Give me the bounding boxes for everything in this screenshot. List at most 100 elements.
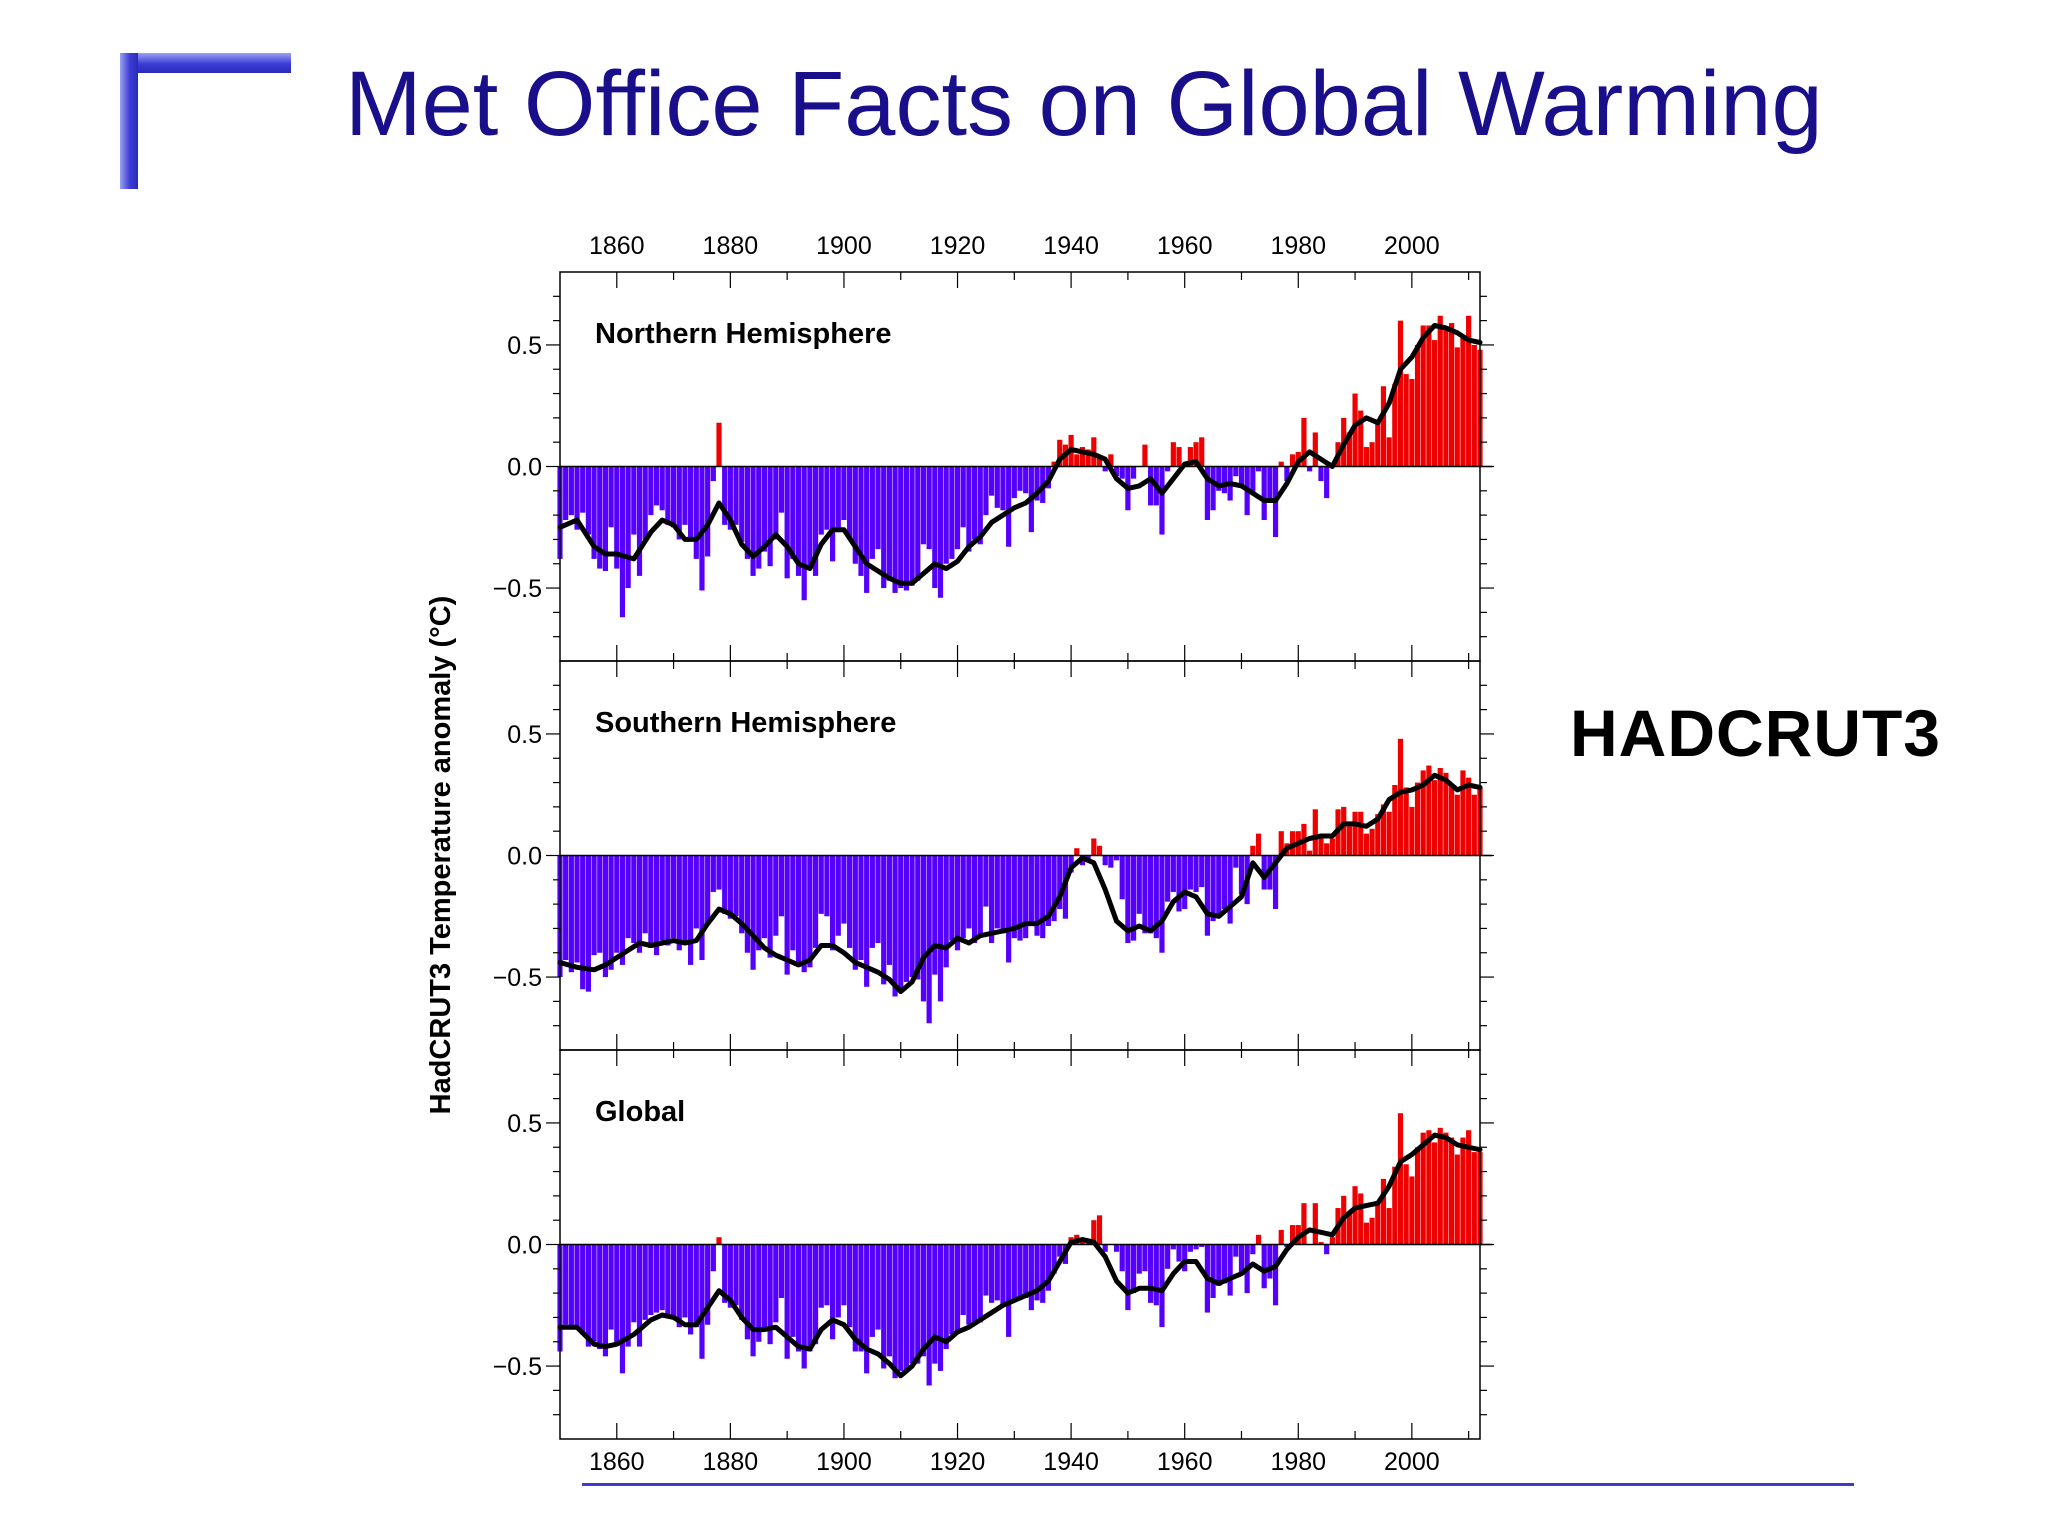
anomaly-bar [602,466,609,572]
anomaly-bar [1193,855,1199,892]
anomaly-bar [1307,466,1313,472]
anomaly-bar [665,855,671,946]
anomaly-bar [898,466,904,589]
anomaly-bar [1034,855,1040,936]
anomaly-bar [1170,442,1176,467]
anomaly-bar [767,466,773,567]
anomaly-bar [659,466,665,511]
anomaly-bar [1130,855,1137,941]
anomaly-bar [1102,466,1108,472]
anomaly-bar [568,1244,574,1328]
anomaly-bar [892,1244,898,1379]
anomaly-bar [1017,855,1023,941]
anomaly-bar [801,466,807,601]
anomaly-bar [778,1244,785,1298]
anomaly-bar [784,466,790,579]
anomaly-bar [858,1244,864,1352]
anomaly-bar [835,855,841,936]
slide-title: Met Office Facts on Global Warming [345,53,1823,155]
anomaly-bar [1261,855,1267,890]
anomaly-bar [727,855,733,919]
anomaly-bar [1210,855,1216,922]
anomaly-bar [1176,1244,1182,1262]
anomaly-bar [744,466,750,559]
anomaly-bar [835,1244,841,1318]
anomaly-bar [1318,1242,1324,1245]
x-tick-label-top: 1900 [816,232,872,260]
anomaly-bar [1091,838,1097,856]
anomaly-bar [1346,826,1352,856]
anomaly-bar [1397,1113,1404,1245]
anomaly-bar [653,466,660,506]
anomaly-bar [1278,461,1284,467]
anomaly-bar [1204,855,1210,936]
anomaly-bar [574,466,580,530]
anomaly-bar [1159,466,1165,535]
anomaly-bar [1006,1244,1012,1337]
anomaly-bar [932,855,938,975]
anomaly-bar [920,855,927,1002]
anomaly-bar [1204,466,1210,520]
anomaly-bar [670,1244,677,1318]
anomaly-bar [1199,855,1205,888]
anomaly-bar [1460,1137,1466,1245]
anomaly-bar [642,855,648,934]
anomaly-bar [1369,442,1375,467]
anomaly-bar [1130,1244,1137,1294]
x-tick-label-top: 1880 [703,232,759,260]
anomaly-bar [756,855,762,951]
anomaly-bar [1187,447,1193,467]
anomaly-bar [563,1244,569,1325]
anomaly-bar [1454,347,1460,467]
anomaly-bar [1386,811,1392,856]
anomaly-bar [1267,1244,1273,1279]
anomaly-bar [1261,466,1267,520]
anomaly-bar [1324,1244,1330,1255]
anomaly-bar [1318,838,1324,856]
anomaly-bar [1414,344,1421,467]
anomaly-bar [1221,466,1228,494]
anomaly-bar [937,855,944,1002]
anomaly-bar [1068,855,1074,873]
anomaly-bar [983,855,989,907]
anomaly-bar [1079,447,1086,467]
anomaly-bar [1165,855,1171,902]
anomaly-bar [847,1244,853,1328]
anomaly-bar [1227,1244,1233,1296]
anomaly-bar [1420,1132,1426,1245]
anomaly-bar [903,466,910,591]
anomaly-bar [1142,855,1148,934]
anomaly-bar [1199,437,1205,467]
anomaly-bar [1397,738,1404,856]
anomaly-bar [1176,447,1182,467]
anomaly-bar [960,466,966,528]
anomaly-bar [1193,1244,1199,1250]
anomaly-bar [966,855,972,929]
anomaly-bar [1301,1203,1307,1245]
anomaly-bar [801,1244,807,1369]
anomaly-bar [1278,831,1284,856]
anomaly-bar [1108,454,1114,467]
anomaly-bar [1023,1244,1029,1298]
anomaly-bar [1352,811,1358,856]
anomaly-bar [869,1244,875,1337]
smoothed-curve [557,1132,1483,1379]
anomaly-bar [1261,1244,1267,1289]
anomaly-bar [1182,1244,1188,1272]
anomaly-bar [563,855,569,961]
x-tick-label-top: 1940 [1043,232,1099,260]
anomaly-bar [1312,1203,1318,1245]
anomaly-bar [1380,804,1387,856]
anomaly-bar [602,855,609,978]
anomaly-bar [818,466,824,535]
anomaly-bar [739,1244,745,1320]
anomaly-bar [1210,466,1216,511]
anomaly-bar [983,466,989,516]
anomaly-bar [744,1244,750,1340]
anomaly-bar [739,466,745,542]
anomaly-bar [852,855,858,970]
anomaly-bar [989,1244,995,1303]
anomaly-bar [1159,855,1165,953]
anomaly-bar [1051,1244,1057,1274]
anomaly-bar [994,466,1000,508]
